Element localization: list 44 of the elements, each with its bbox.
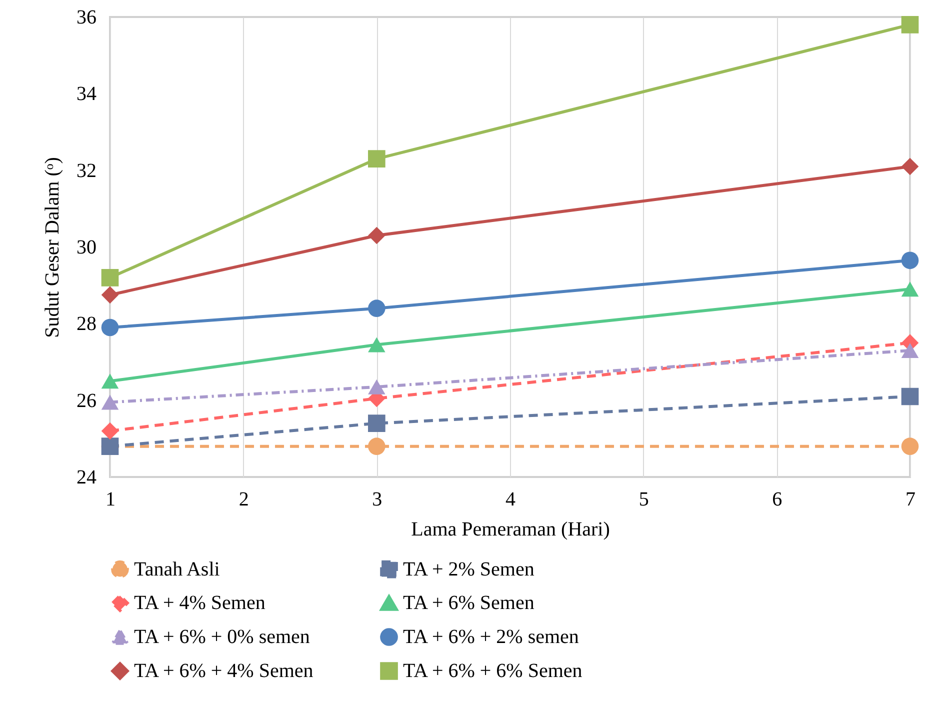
x-tick-label: 6 [772,488,782,510]
legend-label: Tanah Asli [134,558,220,580]
x-tick-label: 2 [238,488,249,510]
point [101,286,119,304]
x-tick-label: 7 [906,488,916,510]
legend-label: TA + 2% Semen [403,558,534,580]
point [368,379,386,394]
legend-label: TA + 6% + 6% Semen [403,660,582,682]
legend-label: TA + 6% + 4% Semen [134,660,314,682]
y-tick-label: 34 [76,83,96,106]
point [368,300,386,317]
y-tick-label: 32 [76,160,96,182]
y-tick-label: 36 [76,6,96,28]
point [901,388,919,406]
point [368,414,386,432]
x-tick-label: 3 [372,488,382,510]
point [101,318,119,336]
legend-label: TA + 4% Semen [134,592,266,614]
point [368,337,386,352]
y-axis-title: Sudut Geser Dalam (ᵒ) [42,157,64,338]
x-tick-label: 5 [638,488,649,510]
point [101,394,119,410]
point [901,282,919,297]
x-tick-label: 4 [506,488,516,510]
y-tick-label: 26 [76,390,96,412]
point [368,226,386,244]
point [368,438,386,455]
y-tick-label: 28 [76,313,96,336]
point [368,150,386,168]
point [901,252,919,270]
point [101,374,119,389]
point [901,158,919,176]
x-tick-label: 1 [106,488,116,510]
x-axis-title: Lama Pemeraman (Hari) [411,518,610,540]
point [901,438,919,455]
point [901,343,919,358]
legend-label: TA + 6% + 2% semen [403,626,579,648]
legend-label: TA + 6% + 0% semen [134,626,310,648]
point [901,16,919,34]
point [101,422,119,440]
y-tick-label: 24 [76,466,96,488]
point [101,269,119,286]
legend-label: TA + 6% Semen [403,592,534,614]
y-tick-label: 30 [76,236,96,258]
